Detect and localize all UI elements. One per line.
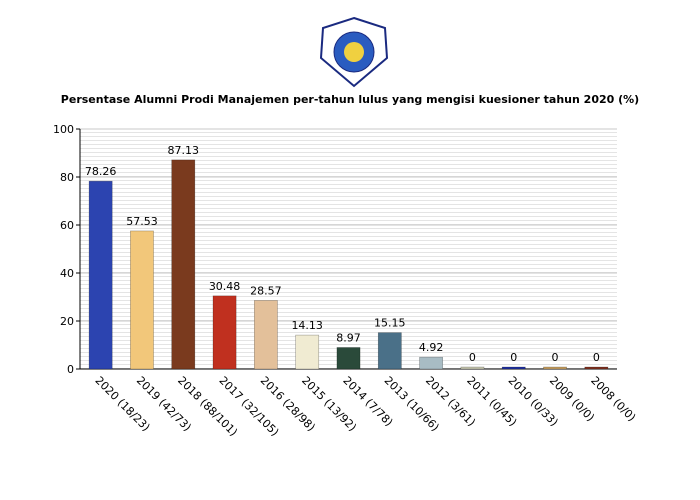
y-tick-label: 20 (60, 315, 74, 328)
value-label: 0 (469, 351, 476, 364)
y-tick-label: 0 (67, 363, 74, 376)
value-label: 0 (510, 351, 517, 364)
bar (130, 230, 154, 370)
value-label: 8.97 (336, 331, 361, 344)
bar (543, 366, 567, 370)
bar (419, 356, 443, 370)
bar (88, 180, 113, 370)
plot-background (80, 129, 617, 369)
value-label: 78.26 (85, 165, 117, 178)
logo (319, 16, 389, 88)
y-tick-label: 40 (60, 267, 74, 280)
y-tick-label: 60 (60, 219, 74, 232)
bar (584, 366, 609, 370)
value-label: 14.13 (291, 319, 323, 332)
value-label: 28.57 (250, 284, 282, 297)
bar (171, 159, 196, 370)
value-label: 57.53 (126, 215, 158, 228)
chart-title: Persentase Alumni Prodi Manajemen per-ta… (61, 93, 639, 106)
x-tick-label: 2008 (0/0) (588, 374, 638, 424)
bar (377, 332, 402, 370)
value-label: 0 (552, 351, 559, 364)
bar (295, 334, 320, 370)
bar (212, 295, 237, 370)
value-label: 4.92 (419, 341, 444, 354)
bar (460, 366, 485, 370)
y-tick-label: 100 (53, 123, 74, 136)
y-tick-label: 80 (60, 171, 74, 184)
bar (336, 347, 361, 370)
bar (501, 366, 526, 370)
bar (254, 300, 278, 370)
value-label: 15.15 (374, 317, 406, 330)
value-label: 0 (593, 351, 600, 364)
value-label: 30.48 (209, 280, 241, 293)
value-label: 87.13 (168, 144, 200, 157)
